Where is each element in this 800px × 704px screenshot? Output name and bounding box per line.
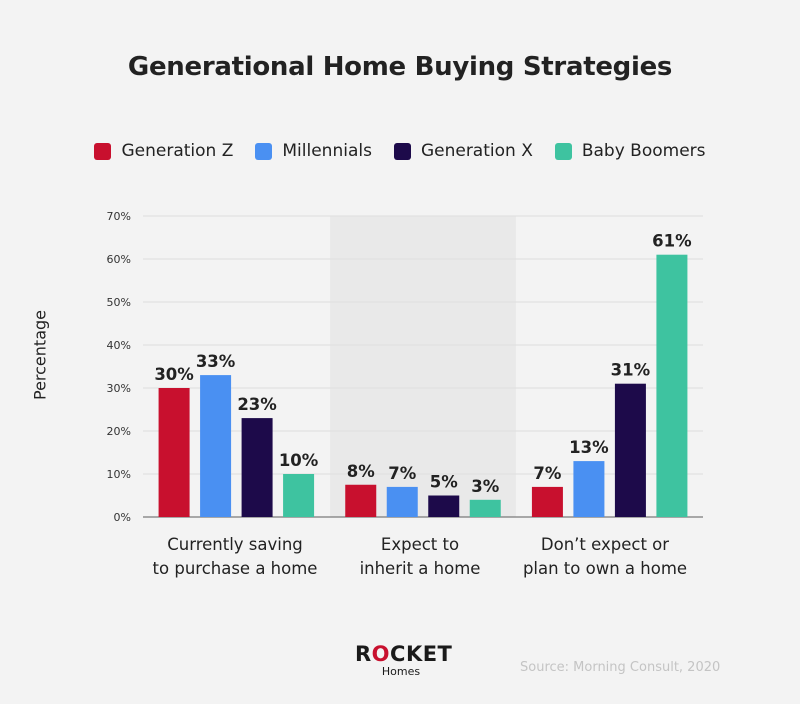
data-label: 33%	[196, 352, 236, 371]
bar	[345, 484, 377, 517]
chart-title: Generational Home Buying Strategies	[127, 52, 673, 82]
data-label: 31%	[611, 361, 651, 380]
bar	[614, 383, 646, 517]
legend-label: Baby Boomers	[581, 141, 706, 161]
data-label: 13%	[569, 438, 609, 457]
legend-swatch	[393, 142, 411, 160]
logo-text-cket: CKET	[390, 642, 453, 666]
data-label: 8%	[347, 462, 375, 481]
data-label: 30%	[154, 365, 194, 384]
data-label: 5%	[430, 473, 458, 492]
bar	[428, 495, 460, 517]
y-tick-label: 10%	[107, 468, 131, 481]
category-label-saving: Currently saving to purchase a home	[152, 535, 318, 578]
category-label-no-own: Don’t expect or plan to own a home	[522, 535, 688, 578]
y-tick-label: 40%	[107, 339, 131, 352]
y-tick-label: 60%	[107, 253, 131, 266]
data-label: 7%	[388, 464, 416, 483]
legend-swatch	[94, 142, 112, 160]
bar	[158, 388, 190, 517]
bar	[469, 499, 501, 517]
legend-item-generation-x: Generation X	[393, 141, 533, 161]
bar	[386, 486, 418, 517]
legend-swatch	[554, 142, 572, 160]
rocket-homes-logo: ROCKET Homes	[355, 642, 452, 678]
data-label: 7%	[533, 464, 561, 483]
source-note: Source: Morning Consult, 2020	[520, 660, 721, 675]
y-tick-label: 30%	[107, 382, 131, 395]
data-label: 61%	[652, 232, 692, 251]
bar	[656, 254, 688, 517]
logo-subtext: Homes	[381, 665, 421, 678]
highlight-band	[330, 216, 516, 517]
legend: Generation Z Millennials Generation X Ba…	[0, 141, 800, 161]
legend-item-baby-boomers: Baby Boomers	[554, 141, 706, 161]
data-label: 3%	[471, 477, 499, 496]
bar	[200, 375, 232, 517]
y-tick-label: 70%	[107, 210, 131, 223]
legend-item-millennials: Millennials	[255, 141, 372, 161]
logo-text-r: R	[355, 642, 372, 666]
bar	[573, 461, 605, 517]
y-tick-label: 50%	[107, 296, 131, 309]
bar	[283, 474, 315, 517]
legend-swatch	[255, 142, 273, 160]
data-label: 23%	[237, 395, 277, 414]
y-axis-label: Percentage	[30, 309, 50, 401]
legend-item-generation-z: Generation Z	[94, 141, 233, 161]
y-tick-label: 20%	[107, 425, 131, 438]
bar	[241, 418, 273, 517]
legend-label: Generation Z	[121, 141, 234, 161]
bar	[531, 486, 563, 517]
logo-text-o: O	[371, 642, 391, 666]
data-label: 10%	[279, 451, 319, 470]
y-tick-label: 0%	[114, 511, 131, 524]
category-label-inherit: Expect to inherit a home	[359, 535, 481, 578]
legend-label: Millennials	[282, 141, 372, 161]
legend-label: Generation X	[420, 141, 533, 161]
